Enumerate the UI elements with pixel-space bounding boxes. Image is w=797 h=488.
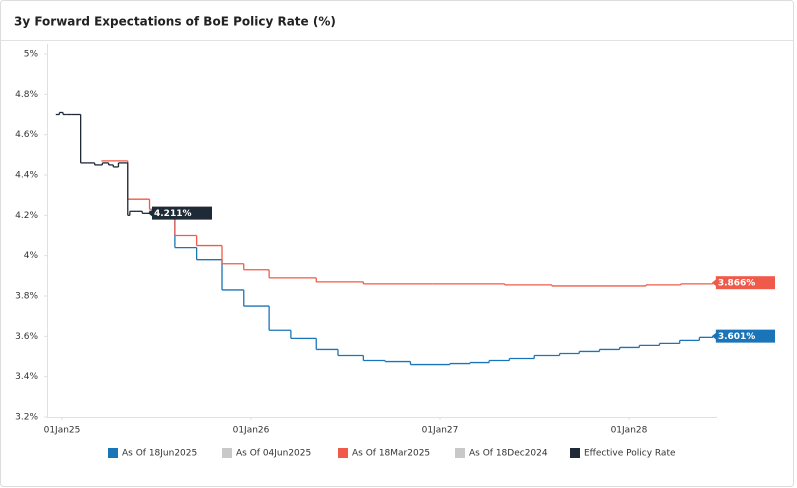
value-label-box (152, 206, 213, 220)
legend-swatch (108, 448, 118, 458)
end-marker (711, 332, 717, 341)
legend-label: Effective Policy Rate (584, 449, 676, 459)
legend-label: As Of 04Jun2025 (236, 449, 311, 459)
y-tick-label: 3.2% (15, 413, 38, 423)
x-tick-label: 01Jan25 (44, 426, 81, 436)
y-tick-label: 3.8% (15, 292, 38, 302)
legend-swatch (338, 448, 348, 458)
chart-title: 3y Forward Expectations of BoE Policy Ra… (14, 15, 336, 29)
legend-label: As Of 18Dec2024 (469, 449, 548, 459)
x-tick-label: 01Jan26 (233, 426, 270, 436)
y-tick-label: 3.4% (15, 372, 38, 382)
value-label: 4.211% (154, 209, 192, 219)
y-tick-label: 4% (24, 251, 39, 261)
y-tick-label: 5% (24, 50, 39, 60)
value-label: 3.866% (718, 279, 756, 289)
y-tick-label: 4.2% (15, 211, 38, 221)
x-tick-label: 01Jan28 (611, 426, 648, 436)
legend-swatch (570, 448, 580, 458)
value-label: 3.601% (718, 332, 756, 342)
legend-swatch (455, 448, 465, 458)
end-marker (711, 278, 717, 287)
legend-label: As Of 18Jun2025 (122, 449, 197, 459)
y-tick-label: 3.6% (15, 332, 38, 342)
value-label-box (715, 276, 775, 290)
y-tick-label: 4.4% (15, 171, 38, 181)
value-label-box (715, 329, 775, 343)
legend-swatch (222, 448, 232, 458)
legend-label: As Of 18Mar2025 (352, 449, 430, 459)
end-marker (148, 209, 154, 218)
x-tick-label: 01Jan27 (422, 426, 459, 436)
y-tick-label: 4.8% (15, 90, 38, 100)
y-tick-label: 4.6% (15, 130, 38, 140)
